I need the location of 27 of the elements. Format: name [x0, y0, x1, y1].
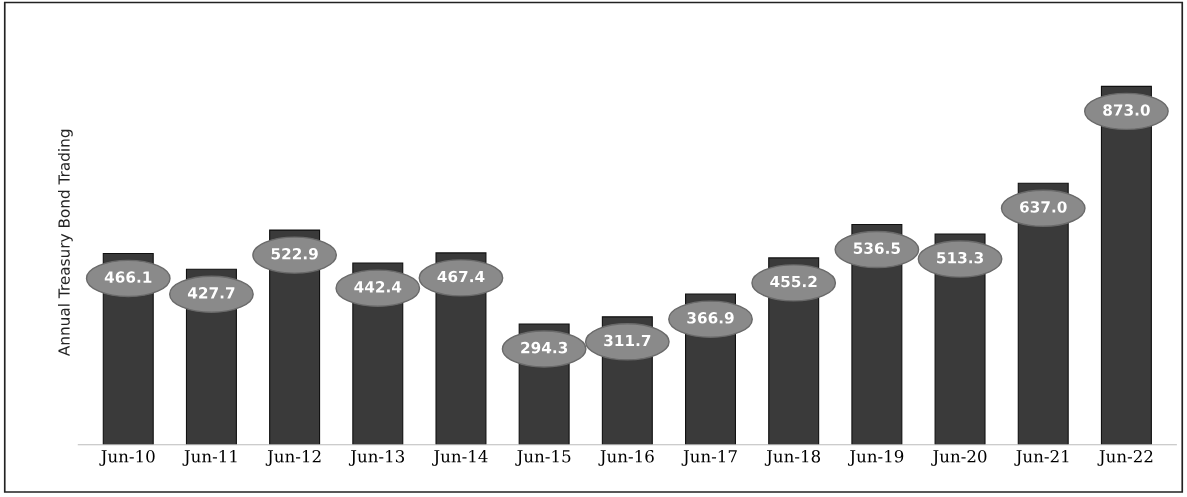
data-label: 366.9	[687, 312, 734, 324]
data-label: 427.7	[187, 287, 235, 299]
data-label: 637.0	[1020, 201, 1067, 213]
x-tick-label: Jun-17	[681, 449, 737, 466]
data-label: 873.0	[1103, 104, 1150, 116]
x-tick-label: Jun-19	[847, 449, 904, 466]
data-label: 455.2	[770, 275, 817, 288]
x-tick-label: Jun-18	[764, 449, 821, 466]
x-tick-label: Jun-12	[265, 449, 321, 466]
data-label: 536.5	[853, 242, 900, 254]
x-tick-label: Jun-21	[1014, 449, 1069, 466]
data-label: 294.3	[521, 341, 568, 354]
x-tick-label: Jun-10	[99, 449, 155, 466]
data-label: 442.4	[354, 281, 402, 293]
x-tick-label: Jun-15	[515, 449, 571, 466]
x-tick-label: Jun-11	[182, 449, 237, 466]
data-label: 513.3	[937, 251, 983, 264]
x-tick-label: Jun-22	[1097, 449, 1153, 466]
x-tick-label: Jun-16	[598, 449, 654, 466]
data-label: 467.4	[437, 270, 485, 283]
x-tick-label: Jun-20	[931, 449, 987, 466]
data-label: 522.9	[271, 247, 318, 260]
data-label: 466.1	[104, 271, 152, 283]
y-axis-title: Annual Treasury Bond Trading	[58, 129, 73, 356]
x-tick-label: Jun-13	[348, 449, 405, 466]
x-tick-label: Jun-14	[432, 449, 488, 466]
data-label: 311.7	[604, 334, 651, 347]
